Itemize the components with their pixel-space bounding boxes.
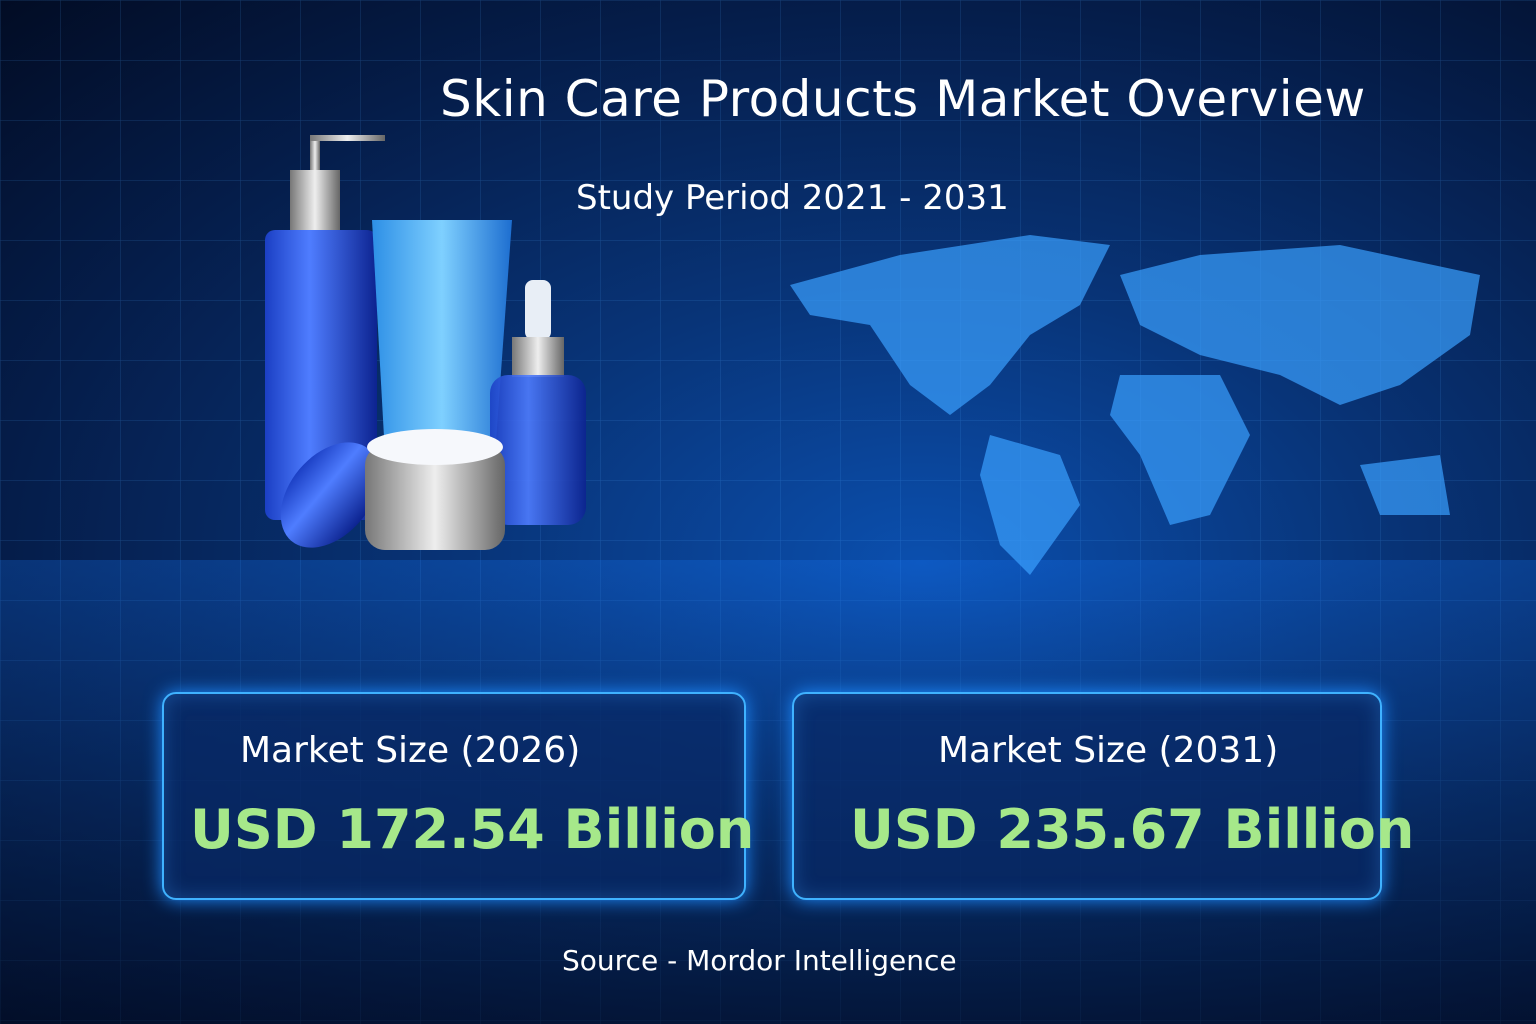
page-title: Skin Care Products Market Overview bbox=[440, 70, 1366, 128]
market-size-label: Market Size (2031) bbox=[938, 730, 1279, 771]
study-period: Study Period 2021 - 2031 bbox=[576, 178, 1009, 218]
market-size-card-2031: Market Size (2031) USD 235.67 Billion bbox=[792, 692, 1414, 900]
world-map-illustration bbox=[790, 235, 1480, 575]
skincare-products-illustration bbox=[265, 135, 586, 550]
source-credit: Source - Mordor Intelligence bbox=[562, 944, 957, 977]
market-size-label: Market Size (2026) bbox=[240, 730, 581, 771]
market-size-card-2026: Market Size (2026) USD 172.54 Billion bbox=[162, 692, 754, 900]
market-size-value: USD 172.54 Billion bbox=[190, 798, 755, 861]
market-size-value: USD 235.67 Billion bbox=[850, 798, 1415, 861]
